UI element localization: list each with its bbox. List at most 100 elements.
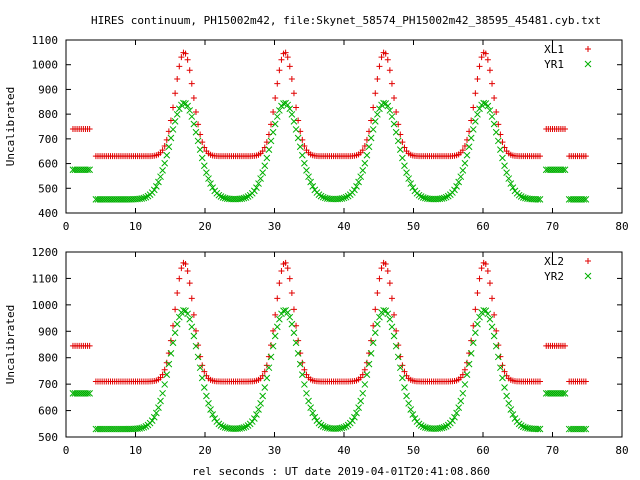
data-point: [486, 315, 494, 323]
data-point: [259, 169, 267, 176]
data-point: [290, 118, 298, 125]
legend-label: YR2: [544, 270, 564, 283]
data-point: [176, 275, 183, 282]
data-point: [378, 54, 385, 61]
data-point: [493, 327, 500, 334]
data-point: [384, 102, 392, 110]
data-point: [476, 63, 483, 70]
data-point: [221, 424, 229, 431]
data-point: [467, 349, 475, 357]
data-point: [192, 128, 200, 136]
data-point: [461, 159, 469, 167]
data-point: [295, 117, 302, 124]
data-point: [292, 126, 300, 133]
data-point: [270, 109, 277, 116]
data-point: [192, 327, 199, 334]
legend-label: YR1: [544, 58, 564, 71]
data-point: [86, 166, 93, 174]
data-point: [186, 107, 194, 114]
data-point: [270, 327, 277, 334]
data-point: [484, 268, 491, 275]
y-tick-label: 400: [38, 207, 58, 220]
y-tick-label: 1100: [32, 34, 59, 47]
data-point: [351, 186, 358, 194]
data-point: [286, 275, 293, 282]
data-point: [369, 126, 377, 133]
data-point: [476, 313, 483, 321]
data-point: [494, 353, 502, 361]
data-point: [294, 134, 302, 142]
data-point: [582, 196, 590, 203]
x-tick-label: 20: [198, 220, 211, 233]
x-tick-label: 20: [198, 444, 211, 457]
data-point: [240, 194, 248, 202]
data-point: [340, 194, 348, 202]
x-tick-label: 40: [337, 444, 350, 457]
data-point: [175, 313, 183, 321]
data-point: [138, 424, 146, 432]
data-point: [159, 389, 166, 397]
data-point: [150, 413, 158, 421]
legend-marker: [585, 46, 591, 52]
data-point: [296, 360, 304, 368]
data-point: [200, 162, 208, 170]
data-point: [190, 311, 197, 318]
data-point: [174, 75, 181, 82]
data-point: [195, 342, 202, 349]
data-point: [489, 80, 496, 87]
data-point: [405, 175, 412, 182]
data-point: [86, 342, 93, 349]
x-tick-label: 30: [268, 444, 281, 457]
data-point: [182, 50, 189, 57]
data-point: [490, 120, 498, 128]
data-point: [486, 280, 493, 287]
y-tick-label: 900: [38, 325, 58, 338]
data-point: [152, 409, 160, 417]
data-point: [319, 193, 327, 201]
data-point: [307, 404, 314, 411]
data-point: [369, 339, 377, 347]
data-point: [190, 95, 197, 102]
data-point: [261, 368, 268, 375]
data-point: [359, 167, 367, 174]
data-point: [299, 359, 306, 366]
data-point: [188, 295, 195, 302]
data-point: [492, 128, 500, 136]
y-tick-label: 900: [38, 83, 58, 96]
data-point: [407, 406, 415, 413]
data-point: [388, 113, 396, 120]
data-point: [319, 422, 327, 430]
y-tick-label: 700: [38, 378, 58, 391]
data-point: [457, 374, 464, 381]
data-point: [238, 424, 246, 432]
data-point: [290, 90, 297, 97]
data-point: [376, 313, 383, 321]
data-point: [405, 399, 412, 407]
data-point: [465, 143, 473, 151]
data-point: [421, 424, 429, 431]
data-point: [459, 147, 466, 154]
data-point: [501, 368, 508, 375]
data-point: [303, 371, 310, 378]
data-point: [469, 339, 477, 347]
data-point: [284, 54, 291, 61]
data-point: [488, 113, 496, 120]
data-point: [321, 423, 329, 431]
data-point: [272, 311, 279, 318]
data-point: [499, 154, 506, 162]
data-point: [493, 109, 500, 116]
data-point: [269, 342, 277, 350]
data-point: [272, 95, 279, 102]
data-point: [194, 353, 202, 361]
data-point: [305, 173, 312, 181]
data-point: [382, 50, 389, 57]
data-point: [374, 110, 381, 118]
data-point: [503, 392, 510, 400]
data-point: [367, 349, 375, 357]
data-point: [175, 105, 183, 113]
data-point: [84, 166, 91, 174]
data-point: [562, 342, 569, 349]
data-point: [336, 424, 344, 432]
data-point: [182, 260, 189, 267]
data-point: [559, 166, 567, 174]
